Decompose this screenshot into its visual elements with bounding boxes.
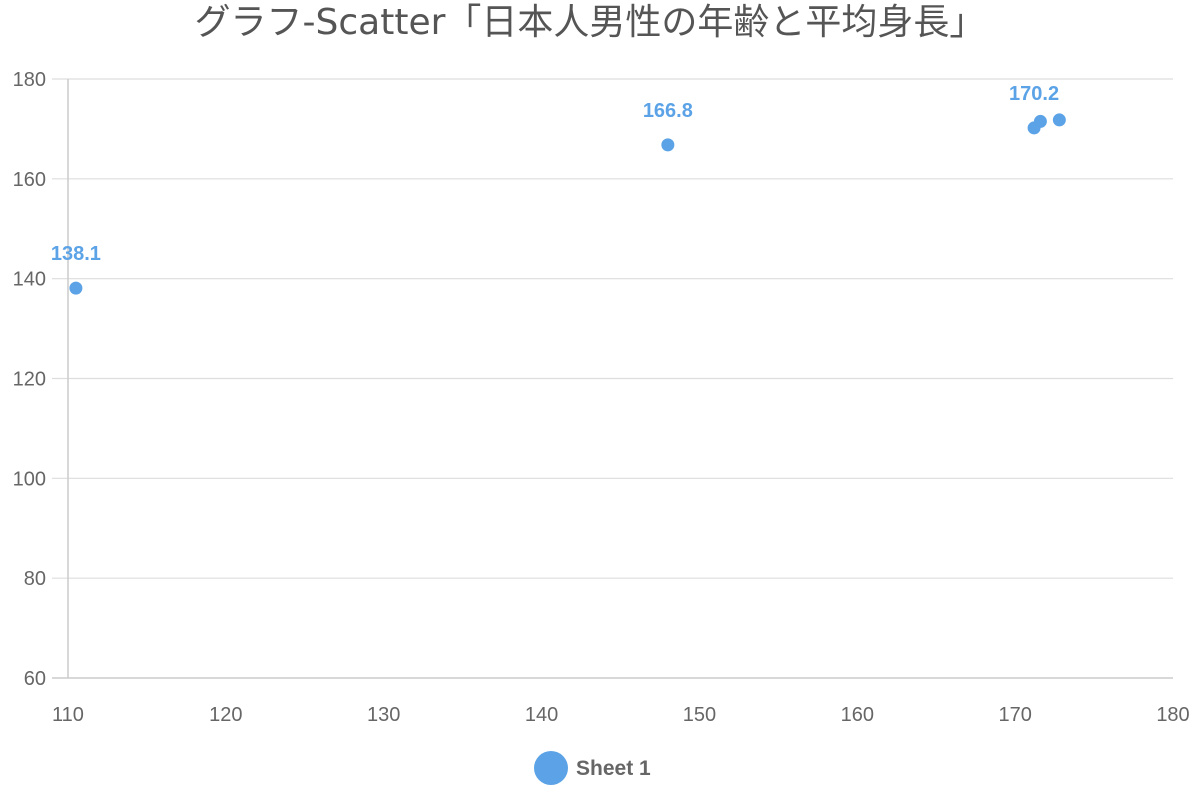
x-tick-label: 150 [683,704,716,726]
x-tick-label: 120 [209,704,242,726]
x-tick-label: 110 [52,704,84,726]
scatter-point[interactable] [1033,114,1047,128]
x-tick-label: 180 [1156,704,1189,726]
legend[interactable]: Sheet 1 [534,751,651,785]
data-labels: 138.1 166.8 170.2 [51,83,1059,265]
y-tick-label: 180 [13,69,46,91]
grid-lines [52,78,1173,579]
legend-label: Sheet 1 [576,757,651,780]
y-tick-label: 120 [13,369,46,391]
chart-title: グラフ-Scatter「日本人男性の年齢と平均身長」 [195,2,986,43]
scatter-point[interactable] [69,281,83,295]
y-tick-label: 160 [13,169,46,191]
y-tick-label: 60 [24,668,46,690]
x-tick-label: 130 [367,704,400,726]
data-label: 166.8 [643,100,693,122]
legend-marker-icon [534,751,568,785]
x-tick-label: 170 [998,704,1031,726]
y-tick-label: 80 [24,568,46,590]
y-tick-label: 100 [13,468,46,490]
y-tick-label: 140 [13,269,46,291]
data-label: 170.2 [1009,83,1059,105]
scatter-point[interactable] [661,138,675,152]
axes [52,79,1173,679]
scatter-point[interactable] [1052,113,1066,127]
data-label: 138.1 [51,243,101,265]
data-points [69,113,1066,295]
x-tick-label: 140 [525,704,558,726]
x-tick-label: 160 [841,704,874,726]
tick-labels: 60 80 100 120 140 160 180 110 120 130 140 150 160 170… [13,69,1190,726]
